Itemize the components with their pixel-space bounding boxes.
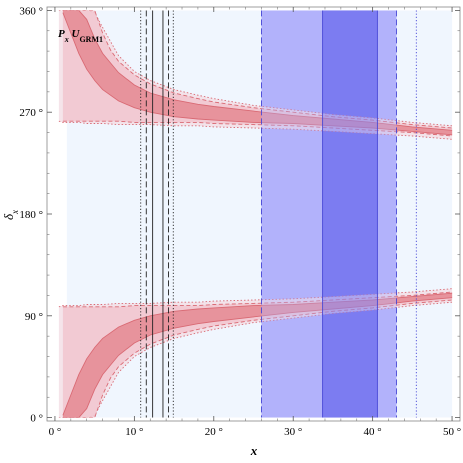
upper-curve-3sigma-upper-edge [58, 10, 453, 127]
upper-curve-3sigma-lower-edge [58, 120, 453, 140]
upper-curve-2sigma-upper-edge [62, 10, 453, 129]
x-tick-label-5: 50 ° [443, 426, 461, 438]
upper-curve-1sigma-upper-edge [62, 10, 453, 131]
x-tick-label-1: 10 ° [125, 426, 143, 438]
lower-curve-1sigma-upper-edge [62, 292, 453, 416]
x-tick-label-2: 20 ° [205, 426, 223, 438]
y-tick-label-0: 0 ° [30, 413, 43, 425]
plot-area [58, 10, 453, 418]
y-tick-label-1: 90 ° [25, 311, 43, 323]
upper-curve-1sigma-lower-edge [62, 12, 453, 136]
y-tick-label-4: 360 ° [19, 5, 43, 17]
lower-curve-2sigma-upper-edge [62, 291, 453, 308]
lower-curve-1sigma-fill [62, 293, 453, 418]
x-tick-label-3: 30 ° [284, 426, 302, 438]
x-band-2 [322, 10, 378, 418]
lower-curve-2sigma-lower-edge [62, 299, 453, 418]
chart-annotation: Px UGRM1 [58, 28, 103, 44]
y-tick-label-3: 270 ° [19, 107, 43, 119]
x-tick-label-0: 0 ° [49, 426, 62, 438]
upper-curve-2sigma-lower-edge [62, 120, 453, 137]
lower-curve-3sigma-upper-edge [58, 288, 453, 308]
y-tick-label-2: 180 ° [19, 209, 43, 221]
lower-curve-3sigma-lower-edge [58, 301, 453, 418]
x-band-overlay-0 [261, 10, 397, 418]
axis-labels: 0 ° 10 ° 20 ° 30 ° 40 ° 50 ° 0 ° 90 ° 180 ° 270 °… [19, 5, 461, 438]
x-axis-title: x [250, 443, 258, 458]
x-tick-label-4: 40 ° [364, 426, 382, 438]
lower-curve-1sigma-lower-edge [62, 297, 453, 418]
y-axis-title: δx [1, 210, 20, 220]
upper-curve-1sigma-fill [62, 10, 453, 135]
x-band-overlay-1 [322, 10, 378, 418]
plot-content [58, 10, 453, 418]
axis-ticks [47, 7, 460, 421]
